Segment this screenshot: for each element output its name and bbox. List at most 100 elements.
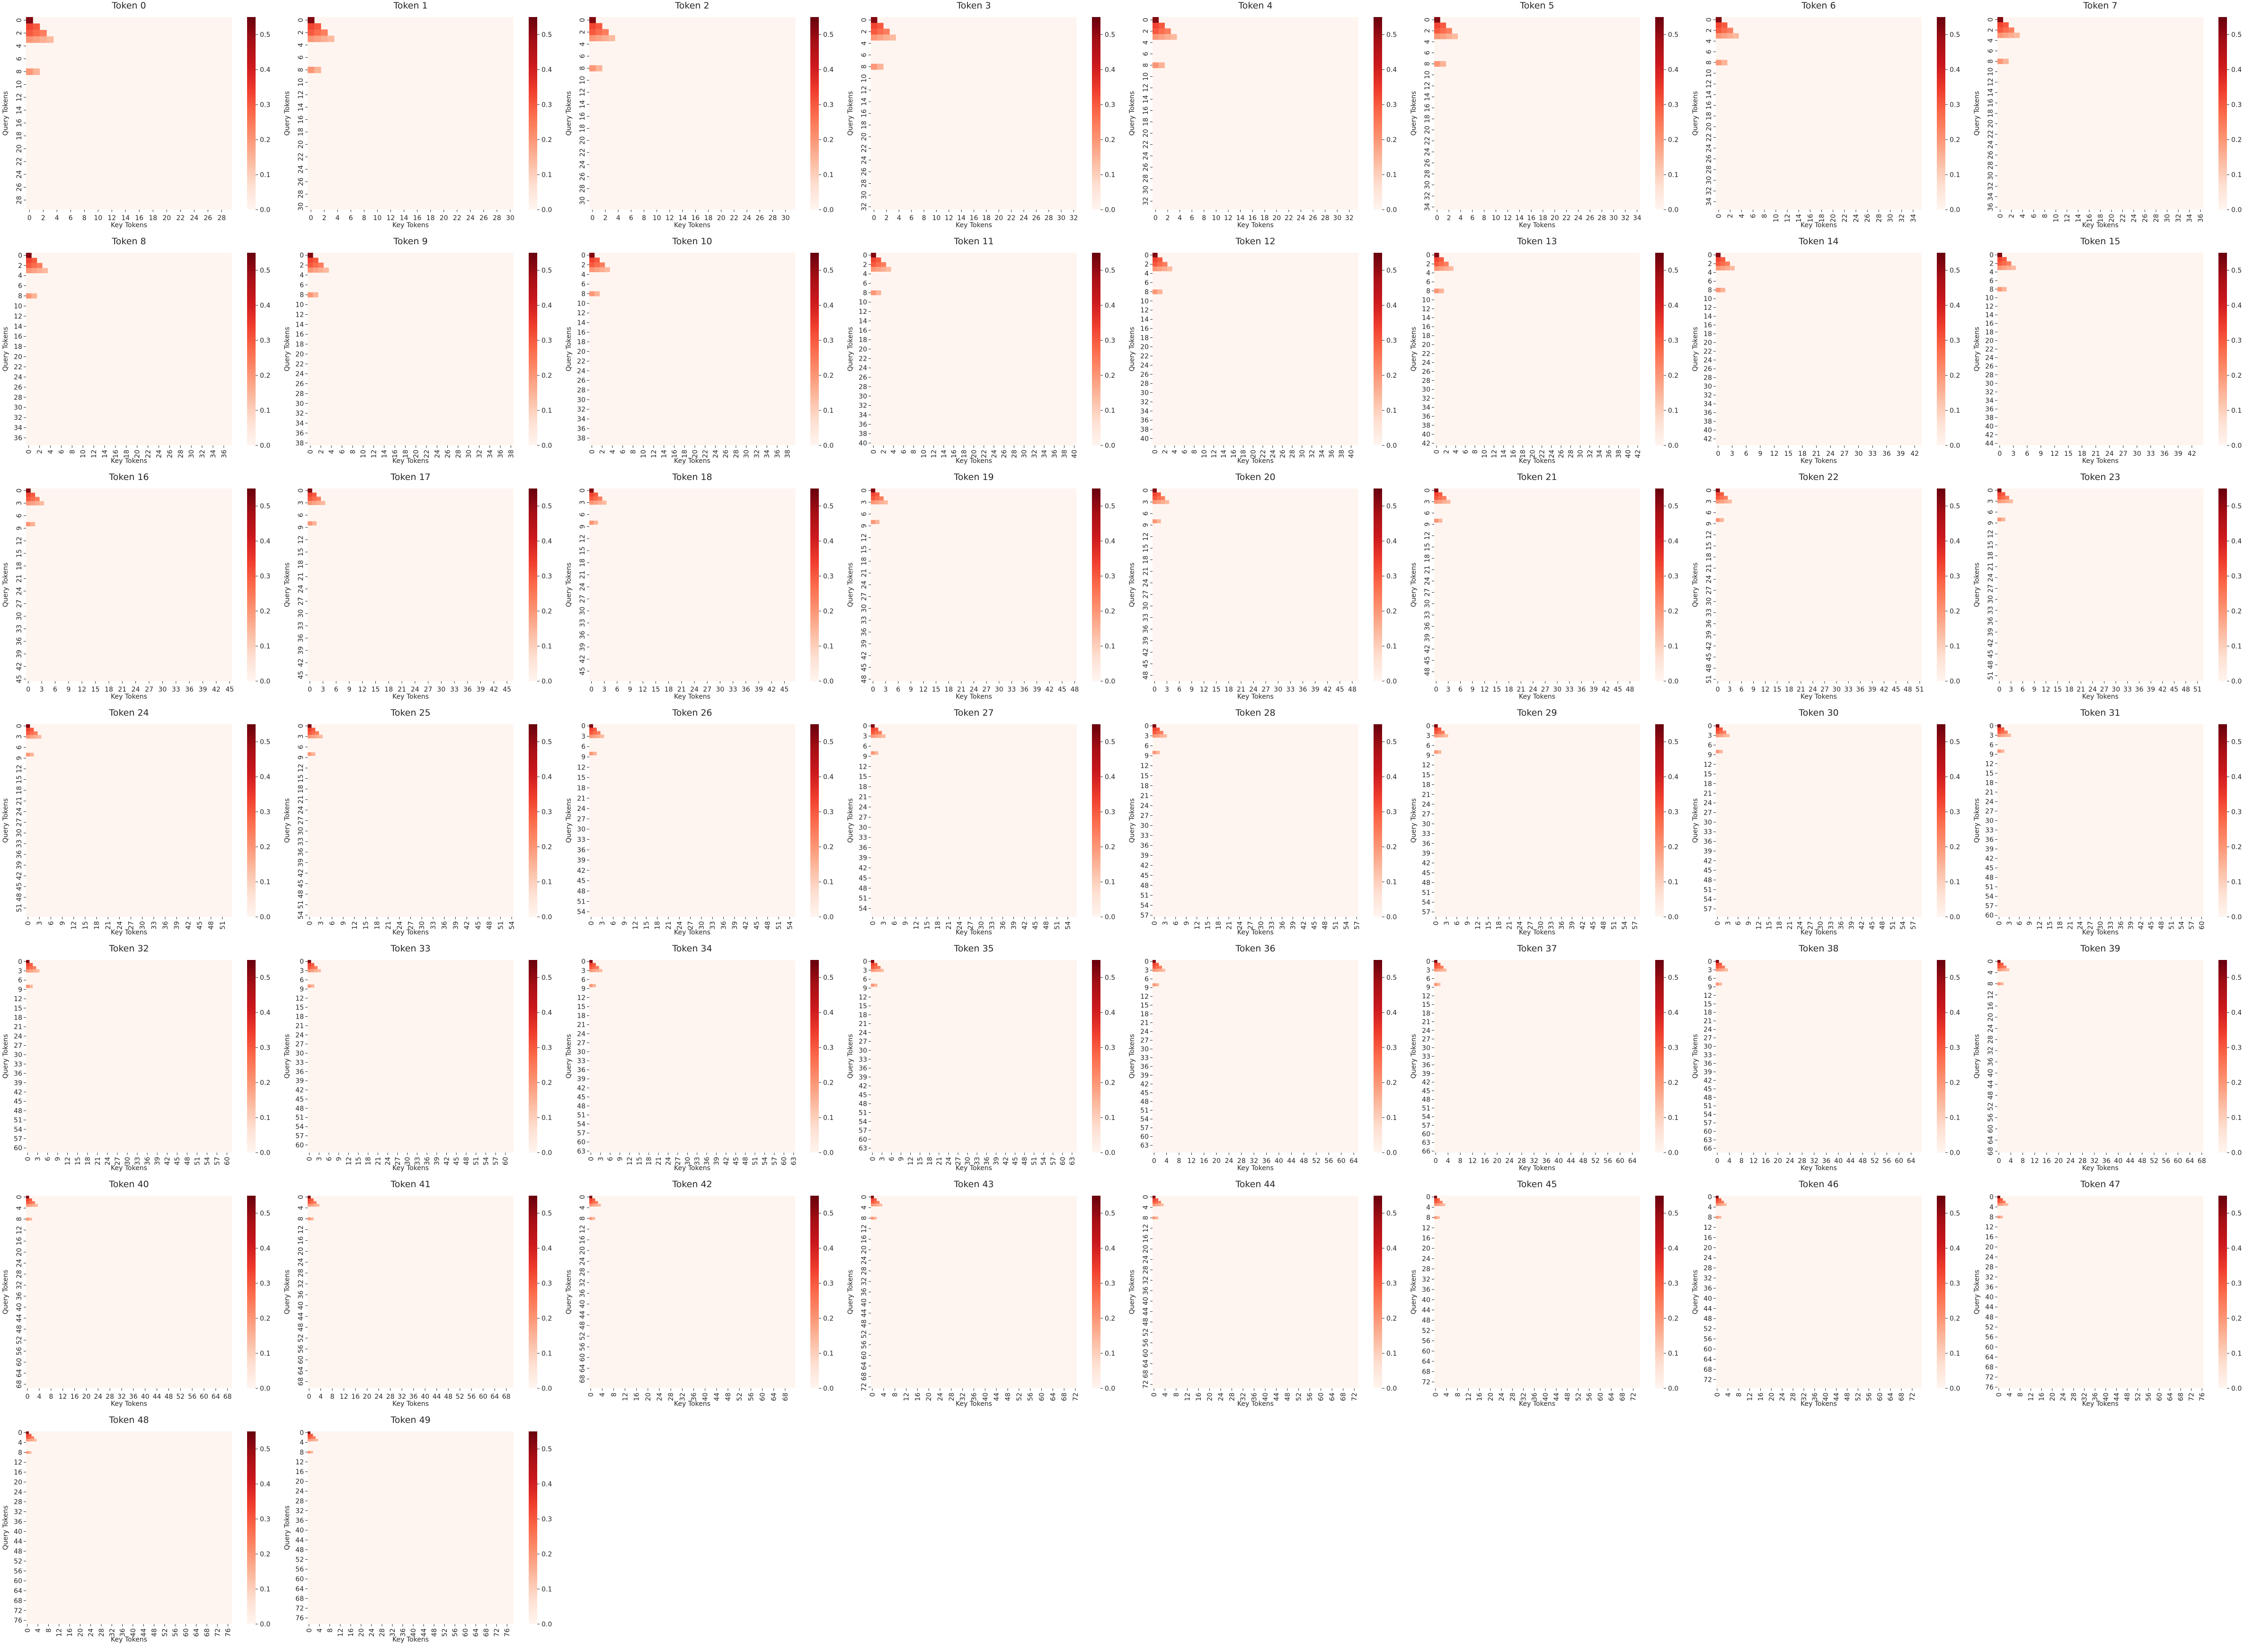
x-tick-label: 64 [1349, 1157, 1358, 1165]
y-tick-label: 30 [1140, 390, 1149, 397]
x-tick-label: 52 [1854, 1393, 1862, 1401]
y-axis-label: Query Tokens [1128, 1034, 1136, 1078]
heatmap-cell [1153, 751, 1156, 755]
colorbar-tick-label: 0.4 [1950, 773, 1960, 781]
colorbar [529, 724, 537, 917]
y-tick-label: 27 [859, 1038, 867, 1046]
x-tick-label: 64 [771, 1393, 778, 1401]
y-tick-label: 39 [297, 646, 305, 655]
y-tick-label: 18 [1987, 551, 1995, 560]
heatmap-cell [1727, 27, 1733, 34]
x-axis-label: Key Tokens [1237, 222, 1274, 229]
heatmap-panel: Token 100 2 4 6 8 10 12 14 16 18 20 22 24 26 28 30 32 34 3… [565, 236, 834, 465]
colorbar-tick-label: 0.4 [1105, 773, 1115, 781]
y-tick-label: 2 [1705, 28, 1713, 33]
colorbar-tick-label: 0.0 [1105, 1385, 1115, 1393]
colorbar-tick-label: 0.5 [260, 974, 270, 982]
x-tick-label: 54 [1040, 1157, 1048, 1165]
y-tick-label: 39 [860, 639, 868, 648]
panel-title: Token 40 [108, 1179, 149, 1190]
y-tick-label: 33 [1142, 613, 1150, 622]
y-tick-label: 12 [577, 310, 585, 317]
y-tick-label: 21 [297, 795, 305, 804]
heatmap-cell [592, 966, 596, 969]
heatmap-cell [589, 1201, 593, 1204]
y-tick-label: 4 [16, 1206, 23, 1210]
x-tick-label: 51 [2193, 686, 2202, 693]
y-tick-label: 32 [1424, 192, 1431, 200]
y-tick-label: 8 [1426, 1214, 1430, 1222]
y-tick-label: 40 [1142, 1297, 1150, 1306]
x-tick-label: 40 [982, 1393, 989, 1401]
heatmap-cell [871, 28, 878, 35]
colorbar-tick-label: 0.2 [2231, 608, 2242, 615]
x-tick-label: 2 [1447, 214, 1451, 222]
y-tick-label: 12 [577, 994, 585, 1002]
y-tick-label: 8 [1987, 59, 1995, 63]
colorbar-tick-label: 0.5 [260, 31, 270, 39]
colorbar-tick-label: 0.0 [1105, 442, 1115, 450]
x-tick-label: 36 [129, 1393, 138, 1401]
x-tick-label: 24 [1786, 1157, 1794, 1165]
y-tick-label: 27 [297, 597, 305, 605]
heatmap-cell [1719, 962, 1722, 966]
y-tick-label: 45 [295, 1096, 304, 1103]
colorbar-tick-label: 0.0 [541, 678, 552, 685]
heatmap-panel: Token 240 3 6 9 12 15 18 21 24 27 30 33 36 39 42 45 48 51… [2, 708, 270, 936]
heatmap-cell [308, 1217, 311, 1220]
y-tick-label: 36 [1140, 1063, 1149, 1071]
heatmap-cell [1434, 727, 1438, 731]
x-tick-label: 38 [1615, 450, 1623, 458]
x-tick-label: 38 [1338, 450, 1346, 458]
heatmap-cell [1997, 17, 2004, 23]
colorbar-tick-label: 0.1 [260, 879, 270, 886]
heatmap-panel: Token 20 2 4 6 8 10 12 14 16 18 20 22 24 26 28 30024681… [565, 0, 834, 229]
heatmap-cell [308, 17, 315, 24]
colorbar-tick-label: 0.3 [1386, 337, 1397, 345]
x-tick-label: 0 [307, 1393, 311, 1401]
y-tick-label: 8 [1708, 287, 1712, 294]
x-tick-label: 64 [1628, 1157, 1637, 1165]
heatmap-cell [877, 968, 881, 972]
y-tick-label: 10 [1987, 68, 1995, 76]
y-tick-label: 27 [1703, 1035, 1712, 1042]
heatmap-cell [30, 501, 35, 506]
x-tick-label: 44 [433, 1393, 441, 1401]
colorbar [1374, 17, 1382, 210]
colorbar-tick-label: 0.0 [1386, 678, 1397, 685]
y-tick-label: 39 [1140, 1072, 1149, 1080]
y-tick-label: 22 [1985, 346, 1994, 354]
x-tick-label: 42 [1880, 686, 1889, 693]
x-tick-label: 36 [2135, 686, 2144, 693]
x-tick-label: 24 [1809, 686, 1817, 693]
x-tick-label: 45 [780, 686, 789, 693]
x-tick-label: 48 [1600, 921, 1608, 930]
x-tick-label: 9 [2039, 450, 2043, 458]
colorbar-tick-label: 0.5 [823, 1210, 834, 1217]
y-tick-label: 42 [577, 1084, 585, 1092]
panel-title: Token 35 [953, 943, 993, 954]
heatmap-cell [594, 291, 600, 296]
heatmap-cell [308, 1196, 311, 1199]
x-tick-label: 33 [1286, 686, 1295, 693]
x-tick-label: 6 [1470, 214, 1474, 222]
x-tick-label: 30 [1258, 921, 1265, 930]
x-tick-label: 0 [1152, 450, 1159, 454]
colorbar-tick-label: 0.3 [1105, 1044, 1115, 1052]
x-tick-label: 3 [36, 921, 44, 925]
y-tick-label: 0 [1708, 1194, 1712, 1201]
colorbar-tick-label: 0.3 [823, 808, 834, 816]
x-tick-label: 39 [1848, 921, 1855, 930]
y-tick-label: 2 [297, 30, 305, 35]
x-tick-label: 45 [453, 1157, 461, 1165]
y-tick-label: 16 [1703, 322, 1712, 329]
x-tick-label: 8 [892, 1393, 899, 1397]
colorbar-tick-label: 0.1 [1386, 879, 1397, 886]
y-tick-label: 3 [1144, 733, 1149, 740]
x-tick-label: 0 [588, 450, 596, 454]
colorbar-tick-label: 0.4 [2231, 302, 2242, 310]
x-tick-label: 42 [767, 686, 776, 693]
y-tick-label: 0 [1987, 488, 1995, 492]
panel-title: Token 0 [111, 0, 146, 11]
heatmap-cell [1157, 266, 1163, 272]
